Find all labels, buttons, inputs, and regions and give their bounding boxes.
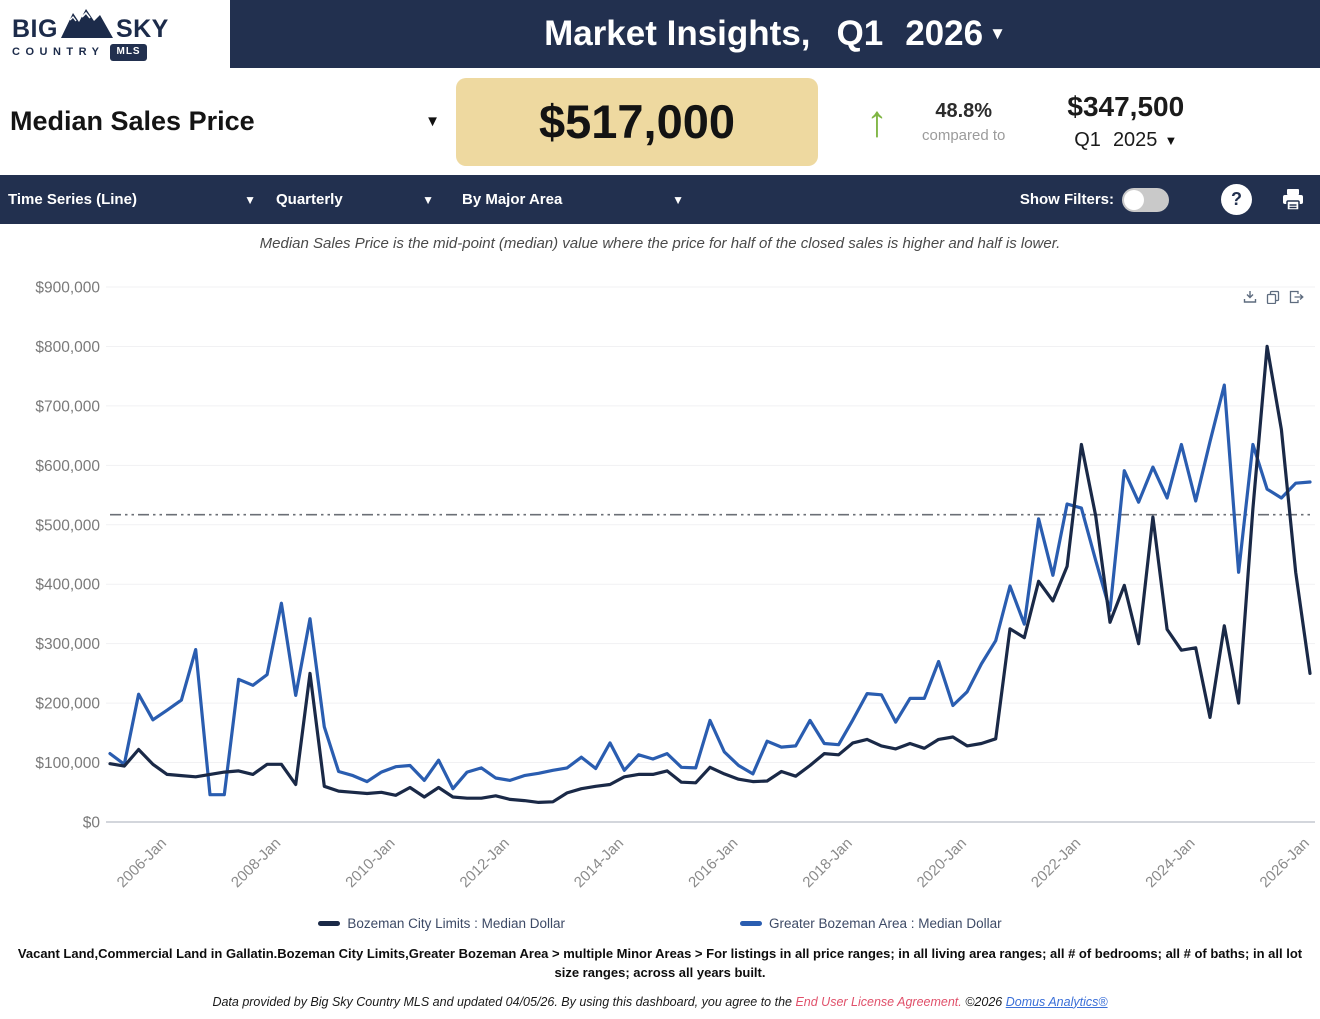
top-header: BIG SKY COUNTRY MLS Market Insights, Q1 …: [0, 0, 1320, 68]
toggle-knob: [1124, 189, 1144, 210]
chevron-down-icon: ▼: [1164, 133, 1178, 148]
svg-text:2026-Jan: 2026-Jan: [1257, 835, 1313, 891]
domus-analytics-link[interactable]: Domus Analytics®: [1005, 994, 1108, 1009]
title-bar: Market Insights, Q1 2026 ▼: [230, 0, 1320, 68]
svg-text:2014-Jan: 2014-Jan: [571, 835, 627, 891]
svg-text:2012-Jan: 2012-Jan: [457, 835, 513, 891]
download-chart-icon[interactable]: [1243, 290, 1257, 304]
page-title-prefix: Market Insights,: [544, 14, 811, 53]
metric-label: Median Sales Price: [10, 106, 255, 136]
page-title-quarter: Q1: [836, 14, 884, 53]
chevron-down-icon: ▼: [422, 192, 434, 207]
svg-text:$500,000: $500,000: [35, 517, 100, 534]
svg-text:2020-Jan: 2020-Jan: [914, 835, 970, 891]
previous-value-block: $347,500 Q1 2025 ▼: [1067, 91, 1184, 152]
filter-bar: Time Series (Line) ▼ Quarterly ▼ By Majo…: [0, 175, 1320, 224]
svg-text:2016-Jan: 2016-Jan: [685, 835, 741, 891]
svg-text:$0: $0: [83, 815, 101, 832]
legend-item[interactable]: Greater Bozeman Area : Median Dollar: [739, 915, 1002, 931]
fine-print: Data provided by Big Sky Country MLS and…: [0, 983, 1320, 1019]
export-chart-icon[interactable]: [1289, 290, 1304, 304]
previous-year: 2025: [1112, 129, 1158, 151]
logo-word-sky: SKY: [115, 14, 169, 43]
median-price-line-chart: $0 $100,000 $200,000 $300,000 $400,000 $500,0…: [35, 280, 1315, 891]
page-title: Market Insights, Q1 2026 ▼: [544, 14, 1006, 54]
chevron-down-icon: ▼: [672, 192, 684, 207]
current-value: $517,000: [538, 95, 736, 148]
print-button[interactable]: [1280, 188, 1306, 212]
chart-area: $0 $100,000 $200,000 $300,000 $400,000 $500,0…: [0, 262, 1320, 907]
svg-text:$100,000: $100,000: [35, 755, 100, 772]
svg-text:2008-Jan: 2008-Jan: [228, 835, 284, 891]
svg-text:2010-Jan: 2010-Jan: [342, 835, 398, 891]
svg-text:$200,000: $200,000: [35, 696, 100, 713]
chevron-down-icon: ▼: [244, 192, 256, 207]
metric-dropdown[interactable]: Median Sales Price ▼: [10, 106, 440, 137]
svg-text:2006-Jan: 2006-Jan: [114, 835, 170, 891]
compared-to-label: compared to: [922, 126, 1006, 144]
chart-type-dropdown[interactable]: Time Series (Line) ▼: [8, 191, 256, 208]
up-arrow-icon: ↑: [866, 96, 888, 146]
period-dropdown[interactable]: Quarterly ▼: [276, 191, 434, 208]
copy-chart-icon[interactable]: [1266, 290, 1280, 304]
svg-text:$300,000: $300,000: [35, 636, 100, 653]
svg-text:2018-Jan: 2018-Jan: [799, 835, 855, 891]
chart-actions: [1243, 290, 1304, 304]
fine-print-text: Data provided by Big Sky Country MLS and…: [212, 994, 796, 1009]
svg-text:$700,000: $700,000: [35, 398, 100, 415]
svg-text:2024-Jan: 2024-Jan: [1142, 835, 1198, 891]
legend-label: Bozeman City Limits : Median Dollar: [347, 915, 565, 931]
area-label: By Major Area: [462, 191, 563, 208]
chevron-down-icon: ▼: [425, 113, 440, 130]
previous-period-dropdown[interactable]: Q1 2025 ▼: [1067, 129, 1184, 152]
chart-note-row: Median Sales Price is the mid-point (med…: [0, 224, 1320, 262]
eula-link[interactable]: End User License Agreement.: [795, 994, 962, 1009]
printer-icon: [1283, 188, 1303, 211]
change-block: 48.8% compared to: [922, 100, 1005, 144]
stat-row: Median Sales Price ▼ $517,000 ↑ 48.8% co…: [0, 68, 1320, 175]
legend-swatch-blue: [739, 920, 762, 926]
mls-badge: MLS: [110, 43, 147, 61]
svg-text:$900,000: $900,000: [35, 280, 100, 297]
legend-item[interactable]: Bozeman City Limits : Median Dollar: [318, 916, 565, 931]
legend-label: Greater Bozeman Area : Median Dollar: [768, 915, 1002, 931]
change-percent: 48.8%: [935, 99, 993, 122]
svg-text:2022-Jan: 2022-Jan: [1028, 835, 1084, 891]
title-year-dropdown[interactable]: 2026: [905, 14, 984, 53]
show-filters-label: Show Filters:: [1019, 191, 1114, 208]
previous-quarter: Q1: [1074, 129, 1101, 151]
chart-note: Median Sales Price is the mid-point (med…: [259, 234, 1061, 252]
svg-text:$600,000: $600,000: [35, 458, 100, 475]
listing-criteria-footnote: Vacant Land,Commercial Land in Gallatin.…: [17, 946, 1303, 980]
svg-text:$400,000: $400,000: [35, 577, 100, 594]
period-label: Quarterly: [276, 191, 343, 208]
svg-text:$800,000: $800,000: [35, 339, 100, 356]
area-dropdown[interactable]: By Major Area ▼: [462, 191, 684, 208]
help-button[interactable]: ?: [1221, 184, 1252, 215]
chart-legend: Bozeman City Limits : Median Dollar Grea…: [0, 907, 1320, 939]
chevron-down-icon[interactable]: ▼: [989, 24, 1006, 43]
show-filters-toggle[interactable]: [1122, 187, 1169, 212]
current-value-badge: $517,000: [456, 77, 818, 166]
mountain-icon: [60, 8, 114, 42]
legend-swatch-navy: [318, 920, 341, 926]
copyright-text: ©2026: [961, 994, 1006, 1009]
logo-word-big: BIG: [12, 14, 58, 43]
previous-value: $347,500: [1067, 91, 1185, 122]
logo-country-label: COUNTRY: [12, 45, 105, 58]
logo: BIG SKY COUNTRY MLS: [0, 0, 230, 68]
chart-type-label: Time Series (Line): [8, 191, 137, 208]
footnote-row: Vacant Land,Commercial Land in Gallatin.…: [0, 939, 1320, 983]
